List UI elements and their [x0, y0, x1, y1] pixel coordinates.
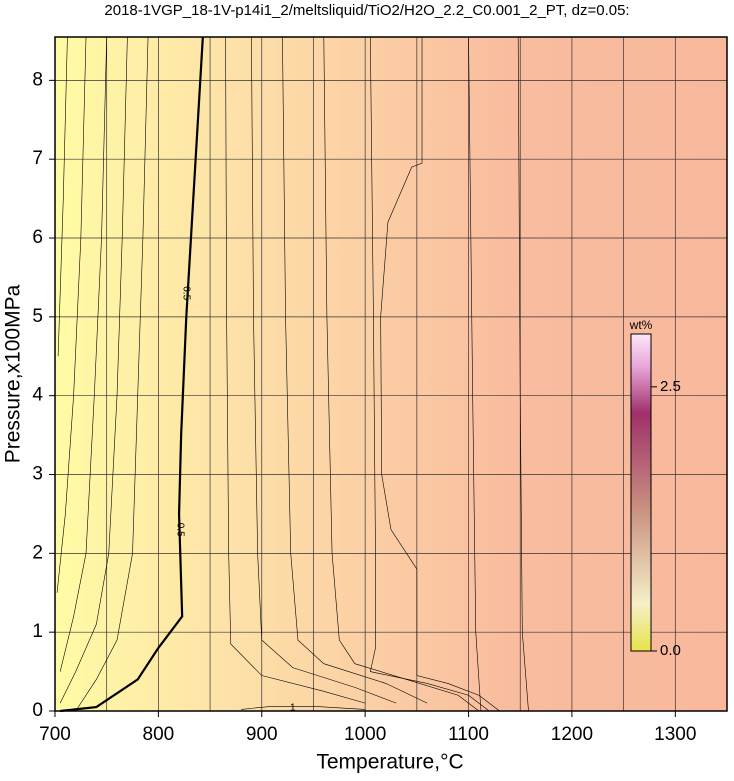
- x-tick-label: 1300: [654, 724, 696, 745]
- y-tick-label: 5: [32, 306, 43, 327]
- y-tick-label: 1: [32, 621, 43, 642]
- y-tick-label: 0: [32, 700, 43, 721]
- plot-frame: [54, 36, 728, 712]
- chart-title: 2018-1VGP_18-1V-p14i1_2/meltsliquid/TiO2…: [104, 2, 629, 19]
- contour-line: [75, 36, 149, 712]
- y-tick-label: 7: [32, 148, 43, 169]
- y-tick-label: 8: [32, 69, 43, 90]
- contour-line: [251, 36, 397, 704]
- x-axis-label: Temperature,°C: [316, 751, 463, 774]
- y-tick-label: 4: [32, 385, 43, 406]
- contour-label: 0.5: [174, 523, 185, 537]
- x-tick-label: 800: [143, 724, 175, 745]
- colorbar-tick-label: 0.0: [660, 642, 681, 659]
- contour-line: [517, 36, 529, 712]
- y-tick-label: 3: [32, 464, 43, 485]
- colorbar-tick-label: 2.5: [660, 378, 681, 395]
- colorbar: [630, 333, 652, 652]
- contour-line: [225, 36, 366, 704]
- x-tick-label: 1000: [344, 724, 386, 745]
- x-tick-label: 1200: [551, 724, 593, 745]
- contour-label: 0.5: [181, 286, 192, 300]
- contour-line: [56, 36, 87, 593]
- contour-label: 1: [290, 702, 296, 713]
- contour-line: [323, 36, 480, 712]
- y-tick-label: 6: [32, 227, 43, 248]
- x-tick-label: 700: [39, 724, 71, 745]
- colorbar-title: wt%: [629, 318, 653, 332]
- y-axis-label: Pressure,x100MPa: [2, 284, 25, 463]
- contour-line: [369, 36, 490, 712]
- y-tick-label: 2: [32, 542, 43, 563]
- x-tick-label: 900: [246, 724, 278, 745]
- contour-line: [241, 705, 366, 710]
- x-tick-label: 1100: [448, 724, 489, 745]
- contour-line: [468, 36, 482, 712]
- contour-line: [60, 36, 204, 713]
- contour-line: [59, 36, 128, 704]
- contour-line: [282, 36, 428, 704]
- contour-line: [59, 36, 107, 672]
- contour-line: [57, 36, 68, 357]
- contour-line: [380, 37, 500, 712]
- plot-area: [55, 37, 727, 711]
